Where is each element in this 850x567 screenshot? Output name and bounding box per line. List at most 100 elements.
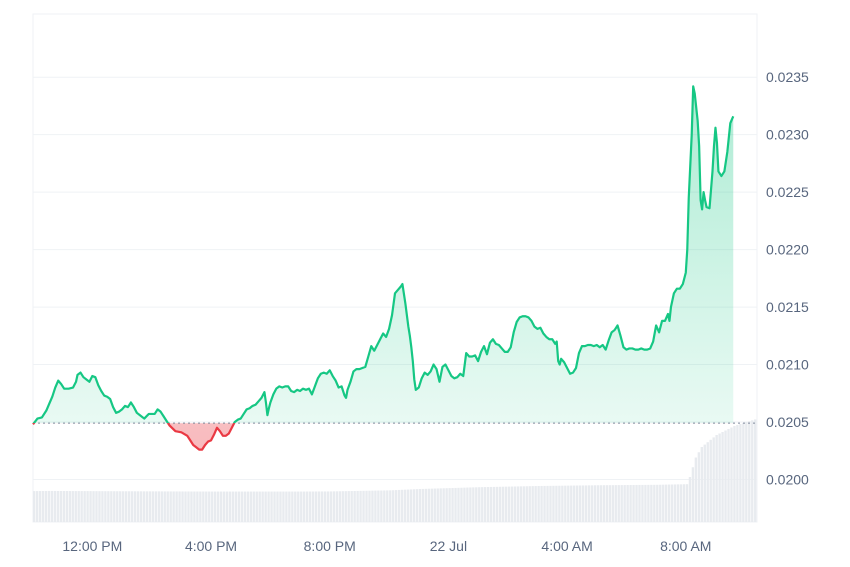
volume-bar (712, 437, 715, 522)
volume-bar (659, 484, 662, 522)
volume-bar (525, 486, 528, 522)
volume-bar (424, 488, 428, 522)
volume-bar (486, 487, 490, 522)
volume-bar (44, 490, 48, 522)
volume-bar (255, 491, 258, 522)
volume-bar (629, 485, 632, 522)
volume-bar (169, 491, 172, 522)
volume-bar (596, 485, 600, 522)
volume-bar (564, 485, 567, 522)
volume-bar (611, 485, 614, 522)
volume-bar (154, 491, 158, 522)
x-tick-label: 4:00 PM (185, 538, 237, 554)
volume-bar (433, 488, 436, 522)
volume-bar (510, 486, 514, 522)
volume-bar (172, 491, 175, 522)
volume-bar (110, 491, 113, 522)
volume-bar (86, 491, 89, 522)
volume-bar (751, 420, 754, 522)
volume-bar (107, 491, 110, 522)
volume-bar (466, 487, 469, 522)
volume-bar (418, 489, 422, 522)
volume-bar (291, 491, 294, 522)
volume-bar (246, 491, 250, 522)
volume-bar (647, 484, 650, 522)
volume-bar (53, 490, 57, 522)
volume-bar (673, 484, 677, 522)
price-line (32, 85, 735, 451)
volume-bar (578, 485, 582, 522)
volume-bar (445, 488, 448, 522)
volume-bar (691, 467, 695, 522)
volume-bar (332, 491, 336, 522)
volume-bar (653, 484, 656, 522)
x-tick-label: 8:00 PM (304, 538, 356, 554)
volume-bar (98, 491, 101, 522)
volume-bar (326, 491, 330, 522)
volume-bar (685, 484, 689, 522)
volume-bar (626, 485, 629, 522)
volume-bar (163, 491, 166, 522)
volume-bar (430, 488, 433, 522)
volume-bar (68, 491, 71, 522)
volume-bar (421, 488, 425, 522)
volume-bar (448, 488, 451, 522)
volume-bar (718, 433, 721, 522)
y-tick-label: 0.0210 (766, 357, 809, 373)
volume-bar (368, 490, 371, 522)
volume-bar (157, 491, 160, 522)
volume-bar (495, 486, 499, 522)
volume-bar (617, 485, 620, 522)
volume-bar (184, 491, 187, 522)
volume-bar (101, 491, 104, 522)
volume-bar (650, 484, 653, 522)
plot-frame (32, 13, 758, 523)
volume-bar (584, 485, 588, 522)
volume-bar (745, 422, 748, 522)
volume-bar (317, 491, 321, 522)
volume-bar (706, 442, 709, 522)
volume-bar (113, 491, 116, 522)
volume-bar (222, 491, 226, 522)
volume-bar (83, 491, 86, 522)
volume-bar (555, 485, 558, 522)
volume-bar (219, 491, 223, 522)
volume-bar (733, 426, 736, 522)
volume-bar (662, 484, 665, 522)
volume-bar (451, 488, 454, 522)
volume-bar (142, 491, 146, 522)
volume-bar (599, 485, 603, 522)
volume-bar (347, 491, 350, 522)
volume-bar (353, 490, 356, 522)
volume-bar (528, 486, 531, 522)
x-tick-label: 22 Jul (430, 538, 467, 554)
volume-bar (74, 491, 77, 522)
volume-bar (59, 490, 63, 522)
volume-bar (549, 485, 552, 522)
volume-bar (516, 486, 520, 522)
volume-bar (371, 490, 374, 522)
volume-bar (56, 490, 60, 522)
volume-bar (427, 488, 431, 522)
volume-bar (50, 490, 54, 522)
volume-bar (116, 491, 119, 522)
volume-bar (392, 490, 395, 522)
volume-bar (151, 491, 155, 522)
volume-bar (33, 491, 36, 522)
y-tick-label: 0.0205 (766, 414, 809, 430)
volume-bar (199, 491, 202, 522)
volume-bar (754, 419, 757, 522)
volume-bar (397, 489, 401, 522)
volume-bar (620, 485, 623, 522)
volume-bar (305, 491, 309, 522)
volume-bar (504, 486, 508, 522)
volume-bar (303, 491, 306, 522)
volume-bar (350, 491, 353, 522)
volume-bar (139, 491, 143, 522)
volume-bar (656, 484, 659, 522)
volume-bar (513, 486, 517, 522)
volume-bar (546, 485, 549, 522)
volume-bar (202, 491, 205, 522)
y-tick-label: 0.0225 (766, 184, 809, 200)
volume-bar (341, 491, 344, 522)
